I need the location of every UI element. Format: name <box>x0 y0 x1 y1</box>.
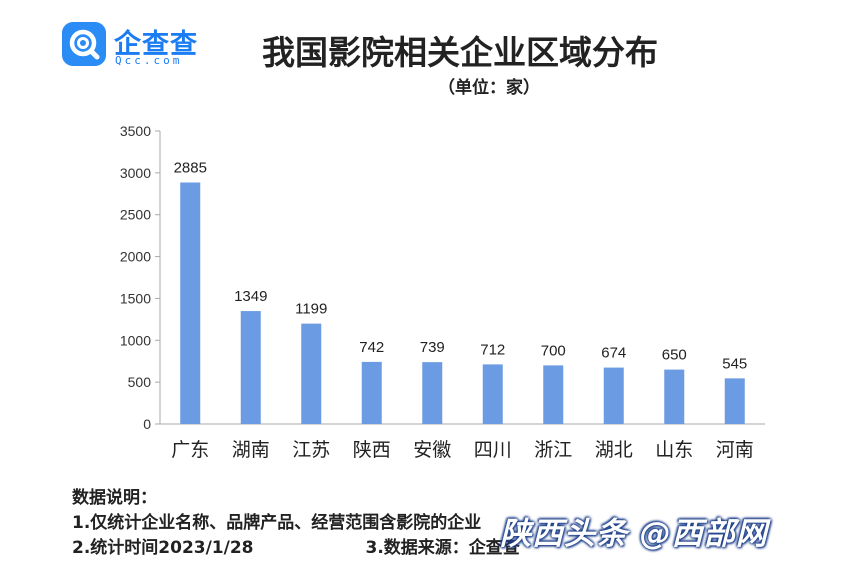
y-tick-label: 2500 <box>120 207 151 223</box>
y-tick-label: 500 <box>128 374 152 390</box>
bar <box>724 378 745 424</box>
qcc-magnifier-icon <box>62 22 106 66</box>
bar <box>603 367 624 424</box>
x-tick-label: 湖北 <box>595 439 633 461</box>
chart-title: 我国影院相关企业区域分布 <box>262 33 658 72</box>
y-tick-label: 3000 <box>120 165 151 181</box>
x-tick-label: 河南 <box>716 439 754 461</box>
data-label: 545 <box>722 355 747 372</box>
x-tick-label: 四川 <box>474 440 512 461</box>
logo-domain: Qcc.com <box>115 54 183 67</box>
data-label: 674 <box>601 345 626 362</box>
data-label: 2885 <box>174 159 207 176</box>
y-tick-label: 0 <box>143 416 151 432</box>
note-line-3: 3.数据来源：企查查 <box>365 538 520 558</box>
data-label: 742 <box>359 339 384 356</box>
x-tick-label: 陕西 <box>353 439 391 461</box>
x-tick-label: 江苏 <box>292 439 330 461</box>
bar <box>180 182 201 424</box>
note-line-1: 1.仅统计企业名称、品牌产品、经营范围含影院的企业 <box>72 513 482 533</box>
y-tick-label: 1500 <box>120 290 151 306</box>
bar <box>543 365 564 424</box>
x-tick-label: 山东 <box>655 439 693 461</box>
bar <box>482 364 503 424</box>
qcc-logo: 企查查 Qcc.com <box>62 22 232 72</box>
x-tick-label: 安徽 <box>413 439 451 461</box>
data-label: 1349 <box>234 288 267 305</box>
data-label: 1199 <box>295 301 327 318</box>
y-tick-label: 1000 <box>120 332 151 348</box>
note-line-2-row: 2.统计时间2023/1/28 3.数据来源：企查查 <box>72 536 520 561</box>
bar <box>422 362 443 424</box>
bar <box>301 323 322 424</box>
x-tick-label: 湖南 <box>232 439 270 461</box>
x-tick-label: 广东 <box>171 439 209 461</box>
logo-name: 企查查 <box>114 29 198 60</box>
data-notes: 数据说明： 1.仅统计企业名称、品牌产品、经营范围含影院的企业 2.统计时间20… <box>72 486 520 561</box>
chart-subtitle: （单位：家） <box>438 78 540 98</box>
note-line-2: 2.统计时间2023/1/28 <box>72 538 254 558</box>
y-tick-label: 2000 <box>120 249 151 265</box>
bar <box>361 361 382 424</box>
watermark: 陕西头条 @西部网 <box>500 516 768 552</box>
y-tick-label: 3500 <box>120 123 151 139</box>
data-label: 650 <box>662 347 687 364</box>
data-label: 700 <box>541 342 566 359</box>
notes-heading: 数据说明： <box>72 488 157 508</box>
bar <box>664 369 685 424</box>
data-label: 712 <box>480 341 505 358</box>
data-label: 739 <box>420 339 445 356</box>
bar <box>240 311 261 424</box>
x-tick-label: 浙江 <box>534 439 572 461</box>
